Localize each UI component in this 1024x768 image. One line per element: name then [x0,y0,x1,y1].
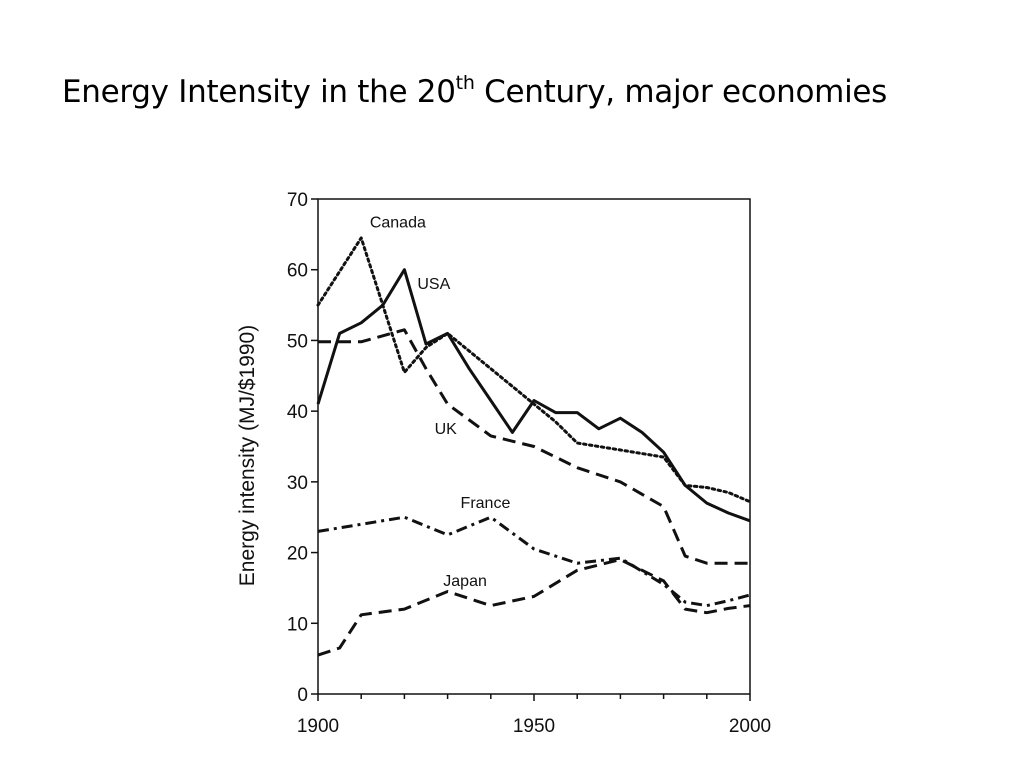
slide-title: Energy Intensity in the 20th Century, ma… [62,72,888,111]
y-tick-label: 30 [287,473,308,494]
y-tick-label: 20 [287,544,308,565]
axes-layer: 0 10 20 30 40 50 60 70 1900 1950 2000 Energy intens… [236,190,771,737]
y-tick-label: 50 [287,331,308,352]
series-label-uk: UK [435,421,458,438]
series-label-france: France [461,495,511,512]
title-text-rest: Century, major economies [474,74,888,110]
series-line-uk [318,328,750,565]
series-label-canada: Canada [370,214,426,231]
series-label-usa: USA [417,276,450,293]
y-tick-label: 10 [287,614,308,635]
series-line-japan [317,558,751,657]
y-tick-label: 60 [287,261,308,282]
y-tick-label: 70 [287,190,308,211]
series-line-canada [316,236,752,504]
series-line-usa [316,268,751,523]
y-tick-label: 0 [297,685,308,706]
series-line-france [317,515,751,608]
series-layer [316,236,752,657]
x-tick-label: 1950 [513,716,555,737]
y-tick-label: 40 [287,402,308,423]
title-superscript: th [455,72,475,94]
x-tick-label: 2000 [729,716,771,737]
labels-layer: Canada USA UK France Japan [370,214,511,590]
series-label-japan: Japan [443,573,487,590]
x-tick-label: 1900 [297,716,339,737]
title-text: Energy Intensity in the 20 [62,74,456,110]
y-axis-title: Energy intensity (MJ/$1990) [236,325,259,586]
